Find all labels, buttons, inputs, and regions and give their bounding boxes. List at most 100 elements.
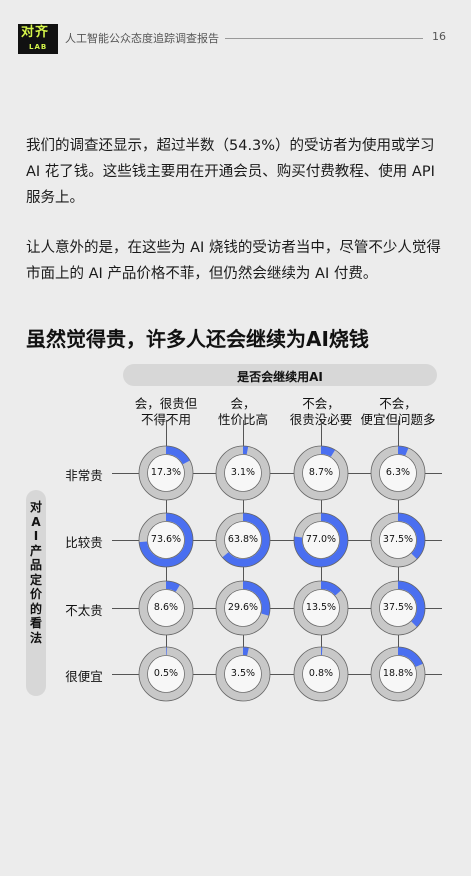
- donut-value-label: 63.8%: [227, 534, 259, 545]
- donut-value-arc: [216, 581, 270, 635]
- donut-graphic: [215, 646, 271, 702]
- donut-outer-edge: [138, 512, 194, 568]
- donut-value-arc: [371, 446, 425, 500]
- grid-hline: [112, 608, 442, 609]
- donut-outer-edge: [215, 580, 271, 636]
- column-header-line: 很贵没必要: [276, 412, 366, 428]
- donut-value-arc: [371, 513, 425, 567]
- donut-inner-edge: [224, 454, 262, 492]
- donut-value-arc: [294, 513, 348, 567]
- donut-graphic: [215, 445, 271, 501]
- donut-value-label: 8.6%: [153, 602, 179, 613]
- donut-outer-edge: [138, 445, 194, 501]
- donut-graphic: [370, 646, 426, 702]
- donut-outer-edge: [370, 445, 426, 501]
- donut-cell: 63.8%: [215, 512, 271, 568]
- donut-value-arc: [139, 581, 193, 635]
- donut-graphic: [138, 646, 194, 702]
- donut-inner-edge: [224, 655, 262, 693]
- column-header-4: 不会，便宜但问题多: [353, 396, 443, 428]
- donut-graphic: [215, 580, 271, 636]
- donut-outer-edge: [293, 646, 349, 702]
- grid-hline: [112, 674, 442, 675]
- donut-value-arc: [371, 647, 425, 701]
- donut-cell: 3.5%: [215, 646, 271, 702]
- donut-value-label: 13.5%: [305, 602, 337, 613]
- donut-inner-edge: [224, 521, 262, 559]
- donut-cell: 18.8%: [370, 646, 426, 702]
- donut-value-label: 73.6%: [150, 534, 182, 545]
- donut-value-arc: [294, 581, 348, 635]
- donut-value-label: 0.5%: [153, 668, 179, 679]
- donut-outer-edge: [293, 445, 349, 501]
- donut-value-label: 37.5%: [382, 534, 414, 545]
- donut-value-arc: [139, 513, 193, 567]
- donut-value-label: 37.5%: [382, 602, 414, 613]
- donut-graphic: [370, 580, 426, 636]
- donut-value-label: 6.3%: [385, 467, 411, 478]
- page-header: 对齐 LAB 人工智能公众态度追踪调查报告 16: [0, 0, 471, 62]
- donut-inner-edge: [147, 589, 185, 627]
- column-axis-label: 是否会继续用AI: [237, 370, 323, 384]
- donut-cell: 8.7%: [293, 445, 349, 501]
- donut-cell: 0.5%: [138, 646, 194, 702]
- donut-value-label: 18.8%: [382, 668, 414, 679]
- donut-inner-edge: [147, 454, 185, 492]
- donut-inner-edge: [379, 521, 417, 559]
- donut-graphic: [370, 512, 426, 568]
- donut-outer-edge: [215, 646, 271, 702]
- donut-value-arc: [139, 647, 193, 701]
- brand-logo: 对齐 LAB: [18, 24, 58, 54]
- donut-value-label: 17.3%: [150, 467, 182, 478]
- donut-inner-edge: [302, 454, 340, 492]
- donut-cell: 6.3%: [370, 445, 426, 501]
- column-header-line: 不会，: [379, 396, 417, 411]
- page-number: 16: [432, 30, 446, 43]
- row-header-1: 非常贵: [65, 468, 103, 483]
- column-axis-band: 是否会继续用AI: [123, 364, 437, 386]
- row-header-2: 比较贵: [65, 535, 103, 550]
- column-header-line: 会，很贵但: [134, 396, 198, 411]
- donut-value-label: 3.5%: [230, 668, 256, 679]
- column-header-line: 性价比高: [198, 412, 288, 428]
- donut-value-arc: [216, 446, 270, 500]
- donut-graphic: [138, 445, 194, 501]
- body-paragraph-1: 我们的调查还显示，超过半数（54.3%）的受访者为使用或学习 AI 花了钱。这些…: [26, 138, 435, 206]
- header-divider: [225, 38, 423, 39]
- donut-cell: 0.8%: [293, 646, 349, 702]
- donut-value-arc: [139, 446, 193, 500]
- donut-cell: 37.5%: [370, 580, 426, 636]
- donut-cell: 77.0%: [293, 512, 349, 568]
- donut-outer-edge: [138, 646, 194, 702]
- donut-value-label: 29.6%: [227, 602, 259, 613]
- column-header-line: 不会，: [302, 396, 340, 411]
- donut-inner-edge: [147, 521, 185, 559]
- donut-graphic: [293, 580, 349, 636]
- donut-value-arc: [294, 647, 348, 701]
- donut-inner-edge: [302, 521, 340, 559]
- donut-value-label: 3.1%: [230, 467, 256, 478]
- donut-value-label: 77.0%: [305, 534, 337, 545]
- column-header-1: 会，很贵但不得不用: [121, 396, 211, 428]
- donut-cell: 3.1%: [215, 445, 271, 501]
- column-header-line: 不得不用: [121, 412, 211, 428]
- logo-sub-text: LAB: [29, 43, 48, 51]
- donut-cell: 29.6%: [215, 580, 271, 636]
- donut-graphic: [293, 512, 349, 568]
- column-header-line: 便宜但问题多: [353, 412, 443, 428]
- donut-cell: 37.5%: [370, 512, 426, 568]
- donut-value-arc: [294, 446, 348, 500]
- section-title: 虽然觉得贵，许多人还会继续为AI烧钱: [26, 327, 369, 351]
- donut-value-label: 8.7%: [308, 467, 334, 478]
- donut-cell: 13.5%: [293, 580, 349, 636]
- donut-graphic: [370, 445, 426, 501]
- donut-value-label: 0.8%: [308, 668, 334, 679]
- row-header-3: 不太贵: [65, 603, 103, 618]
- donut-inner-edge: [302, 655, 340, 693]
- donut-outer-edge: [293, 580, 349, 636]
- donut-outer-edge: [370, 580, 426, 636]
- grid-hline: [112, 540, 442, 541]
- column-header-line: 会，: [230, 396, 256, 411]
